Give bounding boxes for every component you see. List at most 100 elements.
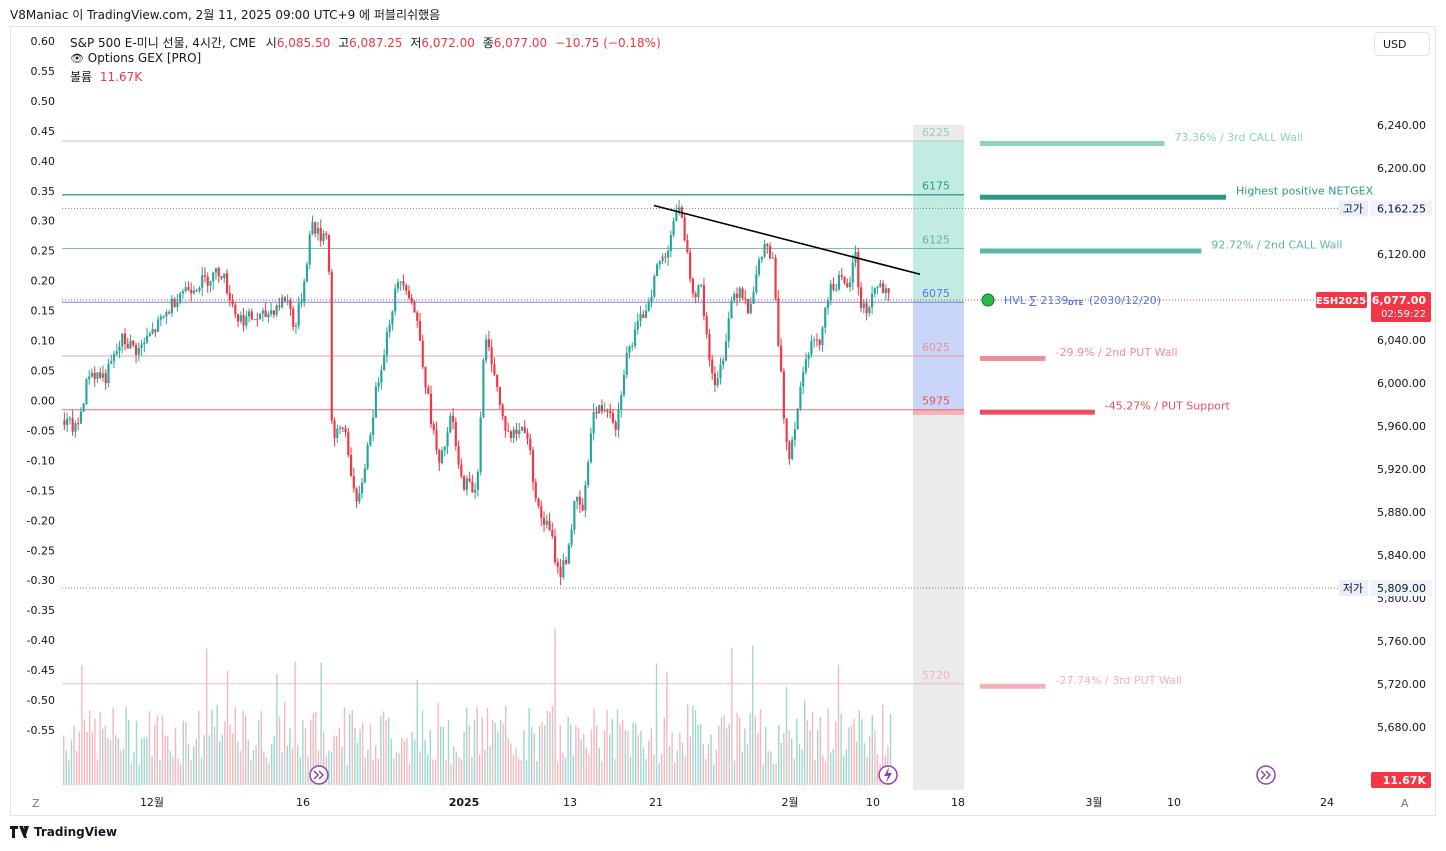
volume-bar [822, 755, 824, 785]
volume-bar [533, 733, 535, 785]
volume-bar [213, 726, 216, 785]
candle-body [763, 244, 766, 257]
candle-body [485, 339, 488, 361]
volume-bar [208, 735, 210, 785]
gex-axis-tick: 0.60 [31, 35, 56, 48]
gex-axis: 0.60 0.55 0.50 0.45 0.40 0.35 0.30 0.25 0.20 0.15… [27, 35, 55, 737]
candle-body [407, 290, 411, 299]
volume-bar [731, 647, 733, 785]
candle-body [598, 405, 601, 414]
gex-axis-tick: -0.10 [27, 454, 55, 467]
volume-bar [486, 708, 489, 785]
volume-bar [367, 749, 369, 785]
volume-bar [466, 708, 468, 785]
candle-body [440, 450, 444, 464]
gex-axis-tick: -0.30 [27, 574, 55, 587]
volume-bar [177, 758, 179, 785]
volume-bar [640, 731, 642, 785]
candle-body [658, 261, 661, 265]
level-bar [980, 140, 1165, 146]
candle-body [214, 267, 218, 273]
candle-body [129, 340, 132, 349]
symbol-legend: S&P 500 E-미니 선물, 4시간, CME 시6,085.50 고6,0… [70, 34, 661, 51]
eye-icon[interactable]: 👁 [70, 52, 84, 65]
gex-axis-tick: 0.10 [31, 335, 56, 348]
volume-bar [356, 742, 359, 785]
volume-bar [624, 730, 626, 785]
candle-body [655, 264, 659, 276]
volume-bar [512, 755, 515, 785]
candle-body [449, 415, 452, 433]
candle-body [567, 544, 570, 564]
currency-button[interactable]: USD [1374, 32, 1430, 56]
volume-bar [806, 720, 808, 785]
candle-body [454, 421, 457, 447]
candle-body [691, 278, 694, 294]
session-tag-bg [1339, 200, 1368, 217]
candle-body [457, 446, 460, 465]
open-value: 6,085.50 [276, 36, 331, 50]
candle-body [859, 287, 863, 308]
volume-bar [650, 727, 652, 785]
timezone-toggle[interactable]: Z [32, 797, 40, 810]
volume-bar [713, 764, 715, 785]
candle-body [769, 245, 772, 259]
high-label: 고 [338, 36, 350, 50]
volume-bar [390, 739, 392, 785]
candle-body [77, 423, 80, 425]
volume-bar [372, 760, 374, 785]
gray-zone [913, 415, 964, 790]
volume-bar [336, 735, 338, 785]
volume-bar [749, 713, 751, 785]
candle-body [314, 222, 317, 234]
candle-body [824, 307, 827, 328]
candle-body [300, 301, 303, 304]
volume-bar [447, 720, 450, 785]
candle-body [333, 420, 336, 438]
volume-bar [81, 665, 83, 785]
footer-brand[interactable]: TradingView [10, 825, 117, 839]
volume-bar [258, 720, 260, 785]
candle-body [672, 220, 675, 236]
last-price-badge-bg [1371, 292, 1431, 323]
volume-bar [437, 702, 439, 785]
candle-body [338, 427, 342, 429]
candle-body [424, 367, 427, 388]
candle-body [636, 320, 639, 330]
candle-body [509, 431, 513, 438]
candle-body [617, 409, 620, 430]
candle-body [170, 298, 173, 314]
gex-axis-tick: 0.40 [31, 155, 56, 168]
volume-bar [531, 727, 533, 785]
symbol-badge-bg [1316, 292, 1367, 309]
candle-body [110, 361, 113, 364]
candle-body [228, 292, 231, 301]
volume-bar [411, 732, 413, 785]
candle-body [829, 283, 832, 301]
volume-bar [684, 756, 686, 785]
volume-bar [364, 757, 366, 785]
auto-scale-toggle[interactable]: A [1401, 797, 1409, 810]
volume-bar [429, 729, 431, 785]
indicator-legend[interactable]: 👁 Options GEX [PRO] [70, 51, 201, 65]
price-axis-tick: 6,200.00 [1377, 162, 1426, 175]
volume-bar [323, 732, 325, 785]
volume-bar [720, 717, 723, 785]
volume-bar [809, 730, 811, 785]
candle-body [162, 316, 165, 318]
volume-bar [263, 751, 265, 785]
volume-bar [117, 737, 119, 785]
volume-bar [151, 755, 153, 785]
volume-bar [239, 751, 242, 785]
volume-bar [304, 728, 307, 785]
volume-bar [830, 752, 832, 785]
session-tag-bg [1339, 580, 1368, 597]
volume-bar [752, 645, 754, 785]
volume-bar [109, 740, 112, 785]
candle-body [405, 285, 408, 291]
volume-bar [637, 734, 639, 785]
volume-bar [824, 761, 827, 785]
candle-body [297, 303, 300, 326]
candle-body [526, 433, 529, 439]
